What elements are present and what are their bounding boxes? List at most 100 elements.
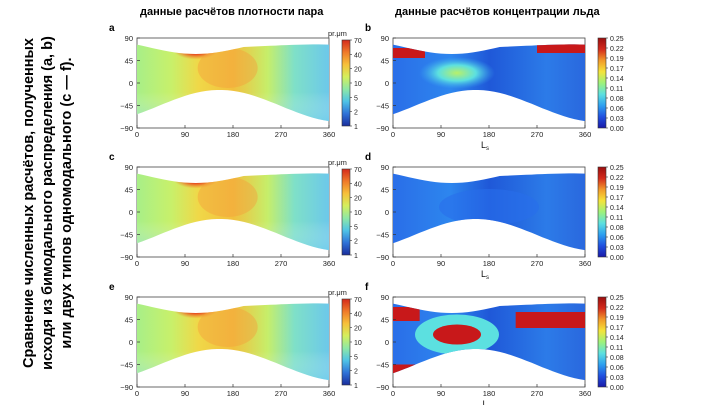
ice-north-cap [515, 312, 585, 328]
y-tick-label: −45 [376, 231, 389, 240]
panel-letter: f [365, 282, 369, 293]
colorbar-tick-label: 0.11 [610, 345, 623, 352]
colorbar-tick-label: 0.03 [610, 245, 624, 252]
colorbar [341, 298, 351, 386]
y-tick-label: 45 [125, 186, 133, 195]
x-tick-label: 90 [437, 259, 445, 268]
x-axis-label: Ls [481, 140, 489, 152]
y-tick-label: 45 [381, 57, 389, 66]
y-tick-label: 45 [381, 186, 389, 195]
ice-north-edge [393, 48, 425, 58]
x-tick-label: 360 [579, 389, 592, 398]
x-tick-label: 0 [391, 259, 395, 268]
y-tick-label: −90 [376, 124, 389, 133]
colorbar-tick-label: 2 [354, 369, 358, 376]
colorbar [597, 166, 607, 258]
colorbar-tick-label: 2 [354, 110, 358, 117]
colorbar-unit: pr.μm [328, 29, 347, 38]
ice-north-edge [393, 307, 420, 321]
colorbar-tick-label: 40 [354, 52, 362, 59]
colorbar-tick-label: 0.22 [610, 46, 624, 53]
x-tick-label: 0 [391, 130, 395, 139]
ice-core [433, 324, 481, 345]
colorbar-tick-label: 2 [354, 239, 358, 246]
y-tick-label: 0 [385, 338, 389, 347]
colorbar-tick-label: 0.17 [610, 195, 624, 202]
panel-letter: e [109, 282, 115, 293]
y-tick-label: 90 [381, 163, 389, 172]
x-tick-label: 180 [483, 259, 496, 268]
y-tick-label: −90 [120, 253, 133, 262]
vapor-warm-area [197, 48, 258, 88]
colorbar-tick-label: 0.25 [610, 295, 624, 302]
x-tick-label: 180 [483, 389, 496, 398]
y-tick-label: 0 [129, 208, 133, 217]
colorbar-tick-label: 70 [354, 297, 362, 304]
x-tick-label: 360 [579, 130, 592, 139]
colorbar-tick-label: 0.14 [610, 205, 624, 212]
x-tick-label: 270 [531, 130, 544, 139]
colorbar-tick-label: 20 [354, 67, 362, 74]
x-tick-label: 0 [135, 259, 139, 268]
colorbar-tick-label: 1 [354, 383, 358, 390]
y-tick-label: 90 [125, 293, 133, 302]
y-tick-label: −90 [376, 253, 389, 262]
colorbar-tick-label: 0.19 [610, 185, 624, 192]
colorbar-tick-label: 0.08 [610, 355, 624, 362]
colorbar-tick-label: 0.11 [610, 86, 623, 93]
vapor-warm-area [197, 307, 258, 347]
colorbar-tick-label: 0.14 [610, 335, 624, 342]
colorbar-tick-label: 0.00 [610, 385, 624, 392]
y-tick-label: 0 [129, 338, 133, 347]
colorbar-tick-label: 0.19 [610, 315, 624, 322]
x-tick-label: 360 [579, 259, 592, 268]
x-tick-label: 180 [227, 130, 240, 139]
x-tick-label: 270 [531, 259, 544, 268]
x-axis-label-subscript: s [486, 275, 489, 281]
x-tick-label: 180 [227, 259, 240, 268]
y-tick-label: 45 [125, 316, 133, 325]
colorbar-tick-label: 0.17 [610, 325, 624, 332]
y-tick-label: −90 [376, 383, 389, 392]
y-tick-label: 45 [381, 316, 389, 325]
y-tick-label: 0 [129, 79, 133, 88]
y-tick-label: 0 [385, 208, 389, 217]
colorbar-tick-label: 0.00 [610, 126, 624, 133]
colorbar-tick-label: 0.25 [610, 165, 624, 172]
ice-low-area [439, 189, 539, 225]
colorbar-tick-label: 0.06 [610, 106, 624, 113]
colorbar-tick-label: 0.11 [610, 215, 623, 222]
x-tick-label: 90 [181, 389, 189, 398]
x-tick-label: 360 [323, 130, 336, 139]
colorbar-tick-label: 70 [354, 38, 362, 45]
colorbar-tick-label: 0.19 [610, 56, 624, 63]
y-tick-label: −45 [120, 102, 133, 111]
y-tick-label: −45 [376, 102, 389, 111]
column-title-vapor: данные расчётов плотности пара [140, 6, 324, 18]
colorbar-tick-label: 1 [354, 124, 358, 131]
y-tick-label: 90 [125, 34, 133, 43]
x-tick-label: 180 [227, 389, 240, 398]
y-tick-label: 90 [381, 34, 389, 43]
y-tick-label: 90 [381, 293, 389, 302]
colorbar-tick-label: 0.17 [610, 66, 624, 73]
colorbar-tick-label: 0.03 [610, 375, 624, 382]
vapor-warm-area [197, 177, 258, 217]
ice-midlat-band [419, 57, 495, 89]
panel-letter: d [365, 152, 371, 163]
colorbar-tick-label: 0.08 [610, 96, 624, 103]
colorbar-tick-label: 5 [354, 95, 358, 102]
panel-letter: a [109, 23, 115, 34]
x-tick-label: 360 [323, 259, 336, 268]
colorbar-tick-label: 10 [354, 340, 362, 347]
colorbar-tick-label: 0.22 [610, 175, 624, 182]
colorbar-tick-label: 40 [354, 311, 362, 318]
colorbar-tick-label: 0.06 [610, 235, 624, 242]
x-tick-label: 0 [391, 389, 395, 398]
ice-north-cap [537, 44, 585, 53]
